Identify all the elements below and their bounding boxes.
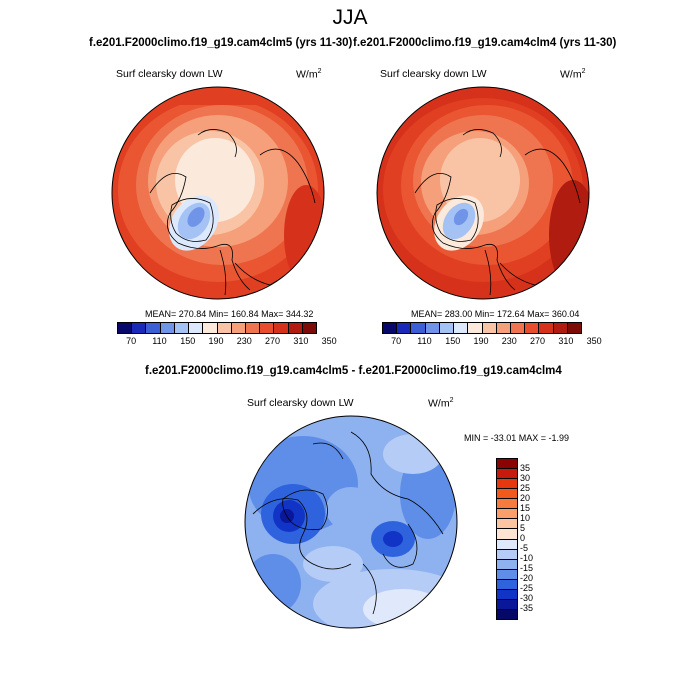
left-panel-subtitle: f.e201.F2000climo.f19_g19.cam4clm5 (yrs … [89, 37, 353, 49]
colorbar-swatch [245, 323, 261, 333]
colorbar-swatch [260, 323, 275, 333]
colorbar-swatch [425, 323, 440, 333]
colorbar-swatch [383, 323, 398, 333]
colorbar-swatch [497, 599, 517, 610]
right-colorbar [382, 322, 582, 334]
colorbar-swatch [468, 323, 483, 333]
colorbar-tick-label: 190 [473, 336, 489, 346]
colorbar-tick-label: 110 [152, 336, 167, 346]
colorbar-tick-label: 20 [520, 493, 531, 503]
diff-colorbar-labels: 35 30 25 20 15 10 5 0 -5 -10 -15 -20 -25 -30 -35 [520, 458, 560, 620]
right-polar-map [376, 86, 590, 300]
colorbar-tick-label: -30 [520, 593, 534, 603]
colorbar-swatch [118, 323, 133, 333]
colorbar-swatch [497, 489, 517, 500]
right-stats: MEAN= 283.00 Min= 172.64 Max= 360.04 [411, 309, 580, 319]
colorbar-swatch [189, 323, 204, 333]
colorbar-tick-label: 30 [520, 473, 531, 483]
colorbar-tick-label: 70 [391, 336, 402, 346]
colorbar-swatch [497, 499, 517, 510]
colorbar-tick-label: 10 [520, 513, 531, 523]
colorbar-tick-label: 350 [586, 336, 602, 346]
colorbar-tick-label: -20 [520, 573, 534, 583]
colorbar-swatch [497, 549, 517, 560]
colorbar-swatch [454, 323, 469, 333]
colorbar-swatch [174, 323, 190, 333]
colorbar-tick-label: 310 [558, 336, 574, 346]
colorbar-tick-label: -15 [520, 563, 534, 573]
colorbar-swatch [497, 479, 517, 490]
colorbar-swatch [497, 589, 517, 600]
colorbar-tick-label: 25 [520, 483, 531, 493]
diff-stats: MIN = -33.01 MAX = -1.99 [464, 433, 570, 443]
left-units-label: W/m2 [296, 68, 322, 81]
right-colorbar-labels: 70 110 150 190 230 270 310 350 [382, 336, 602, 348]
colorbar-swatch [497, 519, 517, 530]
colorbar-tick-label: 270 [265, 336, 281, 346]
colorbar-swatch [146, 323, 161, 333]
diff-panel-subtitle: f.e201.F2000climo.f19_g19.cam4clm5 - f.e… [145, 365, 562, 377]
colorbar-swatch [160, 323, 175, 333]
right-variable-label: Surf clearsky down LW [380, 68, 487, 80]
left-stats: MEAN= 270.84 Min= 160.84 Max= 344.32 [145, 309, 314, 319]
colorbar-swatch [274, 323, 289, 333]
colorbar-swatch [132, 323, 147, 333]
colorbar-swatch [497, 539, 517, 550]
diff-units-label: W/m2 [428, 397, 454, 410]
colorbar-tick-label: 230 [236, 336, 252, 346]
colorbar-tick-label: -5 [520, 543, 529, 553]
colorbar-swatch [439, 323, 455, 333]
colorbar-swatch [496, 323, 511, 333]
colorbar-swatch [497, 559, 517, 570]
diff-variable-label: Surf clearsky down LW [247, 397, 354, 409]
diff-polar-map [244, 415, 458, 629]
colorbar-tick-label: 15 [520, 503, 531, 513]
colorbar-tick-label: -10 [520, 553, 534, 563]
colorbar-tick-label: 270 [530, 336, 546, 346]
colorbar-swatch [203, 323, 218, 333]
colorbar-swatch [288, 323, 303, 333]
diff-colorbar [496, 458, 518, 620]
colorbar-swatch [497, 529, 517, 540]
colorbar-tick-label: 0 [520, 533, 526, 543]
colorbar-tick-label: 230 [501, 336, 517, 346]
left-colorbar [117, 322, 317, 334]
colorbar-tick-label: 110 [417, 336, 432, 346]
colorbar-tick-label: 35 [520, 463, 531, 473]
colorbar-swatch [497, 509, 517, 520]
colorbar-tick-label: 150 [445, 336, 461, 346]
colorbar-swatch [539, 323, 554, 333]
colorbar-swatch [302, 323, 317, 333]
right-panel-subtitle: f.e201.F2000climo.f19_g19.cam4clm4 (yrs … [353, 37, 617, 49]
colorbar-swatch [217, 323, 232, 333]
colorbar-tick-label: 310 [293, 336, 309, 346]
colorbar-swatch [397, 323, 412, 333]
left-variable-label: Surf clearsky down LW [116, 68, 223, 80]
colorbar-tick-label: 5 [520, 523, 526, 533]
left-polar-map [111, 86, 325, 300]
colorbar-swatch [231, 323, 246, 333]
left-colorbar-labels: 70 110 150 190 230 270 310 350 [117, 336, 337, 348]
colorbar-swatch [497, 469, 517, 480]
colorbar-swatch [497, 459, 517, 470]
colorbar-tick-label: 70 [126, 336, 137, 346]
colorbar-swatch [497, 609, 517, 619]
colorbar-swatch [553, 323, 568, 333]
figure-title: JJA [332, 6, 368, 29]
colorbar-tick-label: 150 [180, 336, 196, 346]
colorbar-tick-label: -35 [520, 603, 534, 613]
colorbar-swatch [411, 323, 426, 333]
colorbar-swatch [525, 323, 540, 333]
colorbar-swatch [482, 323, 497, 333]
colorbar-swatch [510, 323, 526, 333]
colorbar-swatch [567, 323, 582, 333]
colorbar-tick-label: 190 [208, 336, 224, 346]
colorbar-swatch [497, 569, 517, 580]
colorbar-tick-label: 350 [321, 336, 337, 346]
colorbar-tick-label: -25 [520, 583, 534, 593]
right-units-label: W/m2 [560, 68, 586, 81]
colorbar-swatch [497, 579, 517, 590]
